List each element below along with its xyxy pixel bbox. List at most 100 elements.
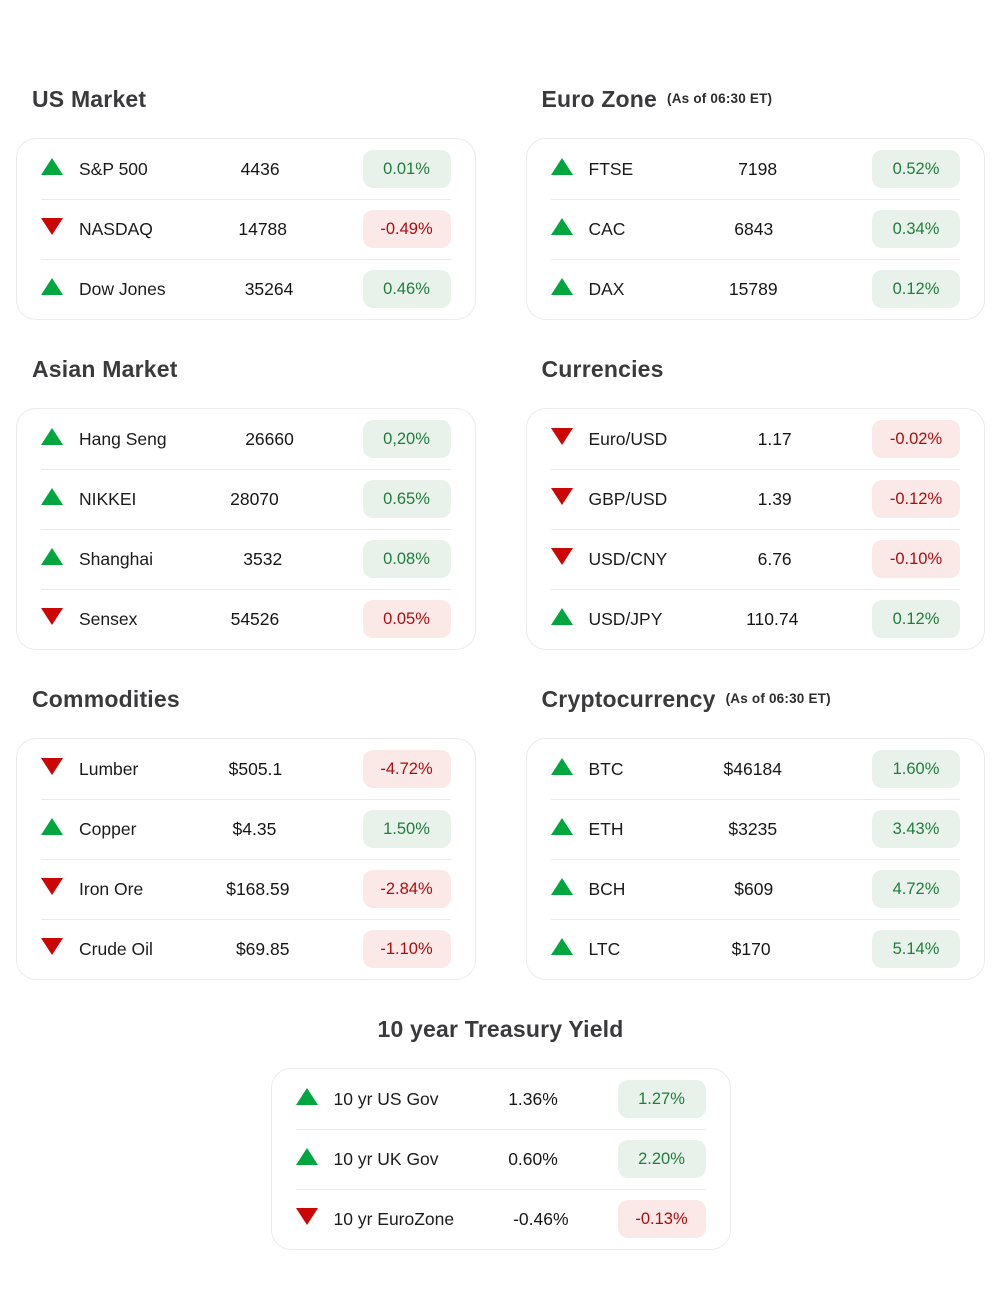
section-us-market: US Market S&P 500 4436 0.01% NASDAQ 1478… xyxy=(16,84,476,320)
section-title-note: (As of 06:30 ET) xyxy=(725,691,831,706)
triangle-up-icon xyxy=(550,218,573,235)
market-row[interactable]: NASDAQ 14788 -0.49% xyxy=(17,199,475,259)
market-row[interactable]: USD/CNY 6.76 -0.10% xyxy=(527,529,985,589)
instrument-label: NASDAQ xyxy=(79,218,153,239)
section-title: Asian Market xyxy=(32,354,476,384)
change-badge: 0.08% xyxy=(362,540,451,578)
change-badge: 5.14% xyxy=(872,930,960,968)
market-row[interactable]: Lumber $505.1 -4.72% xyxy=(17,739,475,799)
instrument-value: -0.46% xyxy=(513,1208,569,1229)
market-row[interactable]: 10 yr US Gov 1.36% 1.27% xyxy=(272,1069,730,1129)
market-row[interactable]: GBP/USD 1.39 -0.12% xyxy=(527,469,985,529)
dashboard-grid: US Market S&P 500 4436 0.01% NASDAQ 1478… xyxy=(16,84,985,980)
change-badge: -2.84% xyxy=(362,870,451,908)
treasury-yield-card: 10 yr US Gov 1.36% 1.27% 10 yr UK Gov 0.… xyxy=(270,1068,731,1250)
market-row[interactable]: BTC $46184 1.60% xyxy=(527,739,985,799)
section-title: Cryptocurrency (As of 06:30 ET) xyxy=(542,684,986,714)
instrument-label: Shanghai xyxy=(79,548,153,569)
market-row[interactable]: Crude Oil $69.85 -1.10% xyxy=(17,919,475,979)
market-row[interactable]: Shanghai 3532 0.08% xyxy=(17,529,475,589)
market-row[interactable]: FTSE 7198 0.52% xyxy=(527,139,985,199)
instrument-label: USD/JPY xyxy=(588,608,663,629)
change-badge: 1.50% xyxy=(362,810,451,848)
change-badge: 0.65% xyxy=(362,480,451,518)
instrument-value: 1.39 xyxy=(757,488,792,509)
market-row[interactable]: LTC $170 5.14% xyxy=(527,919,985,979)
section-cryptocurrency: Cryptocurrency (As of 06:30 ET) BTC $461… xyxy=(525,684,986,980)
market-row[interactable]: USD/JPY 110.74 0.12% xyxy=(527,589,985,649)
instrument-value: 6843 xyxy=(734,218,774,239)
instrument-value: 0.60% xyxy=(508,1148,558,1169)
triangle-down-icon xyxy=(41,758,63,775)
section-title-text: Asian Market xyxy=(32,356,178,382)
section-title-note: (As of 06:30 ET) xyxy=(667,91,773,106)
section-title-text: Cryptocurrency xyxy=(541,686,716,712)
section-title: Currencies xyxy=(542,354,986,384)
section-title: Euro Zone (As of 06:30 ET) xyxy=(542,84,986,114)
section-title-text: US Market xyxy=(32,86,147,112)
change-badge: 1.27% xyxy=(617,1080,706,1118)
market-row[interactable]: Dow Jones 35264 0.46% xyxy=(17,259,475,319)
section-treasury-yield: 10 year Treasury Yield 10 yr US Gov 1.36… xyxy=(270,1014,731,1250)
instrument-value: 1.17 xyxy=(757,428,792,449)
instrument-label: 10 yr US Gov xyxy=(333,1088,439,1109)
instrument-value: 1.36% xyxy=(508,1088,558,1109)
change-badge: 0.01% xyxy=(362,150,451,188)
section-title-text: Currencies xyxy=(541,356,664,382)
us-market-card: S&P 500 4436 0.01% NASDAQ 14788 -0.49% D… xyxy=(16,138,476,320)
instrument-label: Copper xyxy=(79,818,137,839)
change-badge: 0.34% xyxy=(872,210,960,248)
triangle-down-icon xyxy=(41,608,63,625)
instrument-value: 26660 xyxy=(245,428,294,449)
triangle-down-icon xyxy=(41,938,63,955)
triangle-up-icon xyxy=(295,1088,318,1105)
triangle-up-icon xyxy=(550,938,573,955)
instrument-label: DAX xyxy=(588,278,625,299)
triangle-up-icon xyxy=(41,278,63,295)
market-row[interactable]: 10 yr UK Gov 0.60% 2.20% xyxy=(272,1129,730,1189)
market-row[interactable]: NIKKEI 28070 0.65% xyxy=(17,469,475,529)
instrument-label: GBP/USD xyxy=(588,488,668,509)
triangle-up-icon xyxy=(41,428,63,445)
instrument-label: ETH xyxy=(588,818,624,839)
triangle-up-icon xyxy=(41,488,63,505)
change-badge: 3.43% xyxy=(872,810,960,848)
change-badge: 4.72% xyxy=(872,870,960,908)
market-row[interactable]: Hang Seng 26660 0,20% xyxy=(17,409,475,469)
section-title-text: 10 year Treasury Yield xyxy=(377,1016,624,1042)
market-row[interactable]: 10 yr EuroZone -0.46% -0.13% xyxy=(272,1189,730,1249)
triangle-down-icon xyxy=(41,218,63,235)
change-badge: 0.46% xyxy=(362,270,451,308)
instrument-label: LTC xyxy=(588,938,621,959)
instrument-value: 4436 xyxy=(240,158,280,179)
instrument-label: 10 yr EuroZone xyxy=(333,1208,455,1229)
section-currencies: Currencies Euro/USD 1.17 -0.02% GBP/USD … xyxy=(525,354,986,650)
change-badge: -0.02% xyxy=(872,420,960,458)
market-row[interactable]: Copper $4.35 1.50% xyxy=(17,799,475,859)
instrument-label: Sensex xyxy=(79,608,138,629)
market-row[interactable]: S&P 500 4436 0.01% xyxy=(17,139,475,199)
market-row[interactable]: BCH $609 4.72% xyxy=(527,859,985,919)
market-row[interactable]: ETH $3235 3.43% xyxy=(527,799,985,859)
instrument-value: $46184 xyxy=(723,758,782,779)
section-title: Commodities xyxy=(32,684,476,714)
commodities-card: Lumber $505.1 -4.72% Copper $4.35 1.50% … xyxy=(16,738,476,980)
market-row[interactable]: Iron Ore $168.59 -2.84% xyxy=(17,859,475,919)
market-row[interactable]: CAC 6843 0.34% xyxy=(527,199,985,259)
market-row[interactable]: Euro/USD 1.17 -0.02% xyxy=(527,409,985,469)
instrument-value: 14788 xyxy=(238,218,288,239)
instrument-value: 110.74 xyxy=(746,608,799,629)
section-title-text: Commodities xyxy=(32,686,180,712)
change-badge: -0.12% xyxy=(872,480,960,518)
market-row[interactable]: Sensex 54526 0.05% xyxy=(17,589,475,649)
triangle-down-icon xyxy=(295,1208,318,1225)
instrument-label: CAC xyxy=(588,218,626,239)
market-row[interactable]: DAX 15789 0.12% xyxy=(527,259,985,319)
triangle-down-icon xyxy=(41,878,63,895)
instrument-value: 35264 xyxy=(244,278,294,299)
instrument-value: $168.59 xyxy=(226,878,290,899)
treasury-wrap: 10 year Treasury Yield 10 yr US Gov 1.36… xyxy=(16,1014,985,1250)
section-euro-zone: Euro Zone (As of 06:30 ET) FTSE 7198 0.5… xyxy=(525,84,986,320)
instrument-value: 3532 xyxy=(243,548,283,569)
instrument-value: $505.1 xyxy=(228,758,283,779)
